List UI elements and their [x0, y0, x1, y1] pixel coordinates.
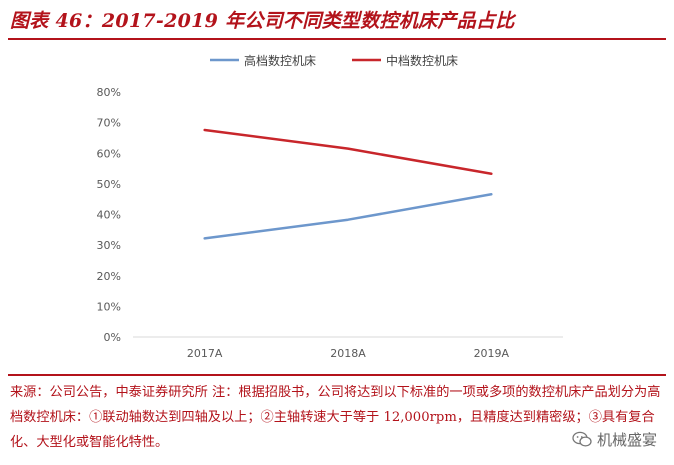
title-rule	[8, 38, 666, 40]
note-rule	[8, 374, 666, 376]
x-tick-label: 2018A	[330, 347, 366, 360]
watermark: 机械盛宴	[568, 428, 660, 451]
y-tick-label: 40%	[97, 209, 121, 222]
source-note: 来源：公司公告，中泰证券研究所 注：根据招股书，公司将达到以下标准的一项或多项的…	[10, 385, 661, 450]
y-tick-label: 10%	[97, 300, 121, 313]
legend-label: 高档数控机床	[244, 53, 316, 68]
y-tick-label: 70%	[97, 117, 121, 130]
wechat-icon	[572, 431, 592, 447]
y-tick-label: 80%	[97, 86, 121, 99]
x-tick-label: 2017A	[187, 347, 223, 360]
y-tick-label: 50%	[97, 178, 121, 191]
line-chart: 高档数控机床 中档数控机床 0% 10% 20% 30% 40% 50% 60% 70% 80% 20…	[97, 53, 563, 360]
series-line	[203, 128, 493, 176]
y-tick-label: 20%	[97, 270, 121, 283]
y-tick-label: 60%	[97, 147, 121, 160]
x-tick-label: 2019A	[474, 347, 510, 360]
y-tick-label: 0%	[104, 331, 121, 344]
series-line	[203, 193, 493, 240]
y-tick-label: 30%	[97, 239, 121, 252]
legend-label: 中档数控机床	[386, 53, 458, 68]
figure-title: 图表 46：2017-2019 年公司不同类型数控机床产品占比	[10, 10, 515, 32]
watermark-text: 机械盛宴	[596, 431, 657, 449]
